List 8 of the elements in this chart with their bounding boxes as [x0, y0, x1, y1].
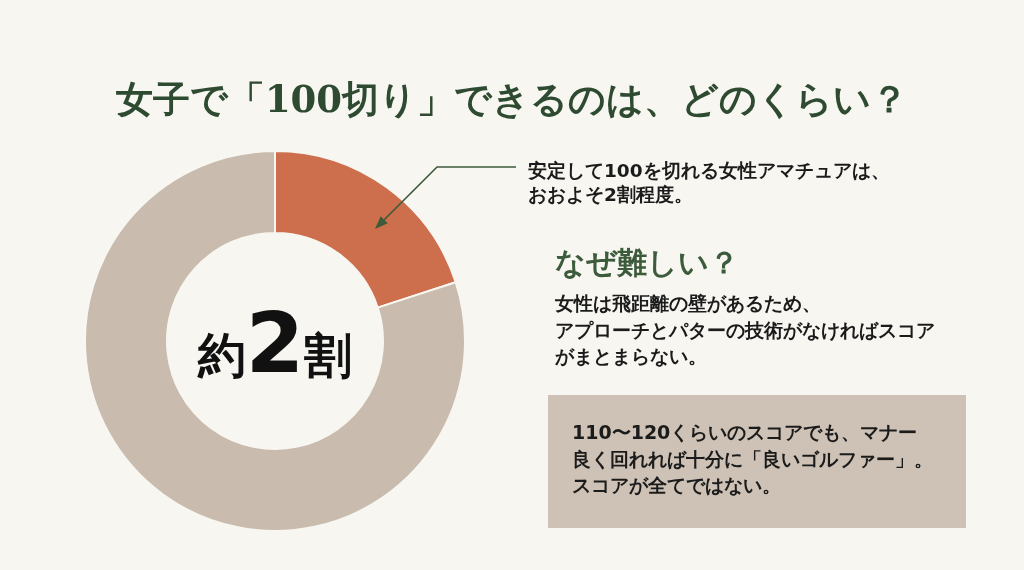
text: 女性は飛距離の壁があるため、 — [554, 292, 821, 314]
text: アプローチとパターの技術がなければスコアがまとまらない。 — [554, 318, 935, 367]
text: 約2割 — [196, 294, 353, 392]
text: 110〜120くらいのスコアでも、マナー良く回れれば十分に「良いゴルファー」。スコアが全てではない。 — [572, 421, 933, 496]
text: 安定して100を切れる女性アマチュアは、おおよそ2割程度。 — [528, 160, 890, 205]
chart-title: 女子で「100切り」できるのは、どのくらい？ — [115, 77, 909, 121]
donut-slice — [84, 150, 466, 532]
text: なぜ難しい？ — [555, 245, 739, 280]
